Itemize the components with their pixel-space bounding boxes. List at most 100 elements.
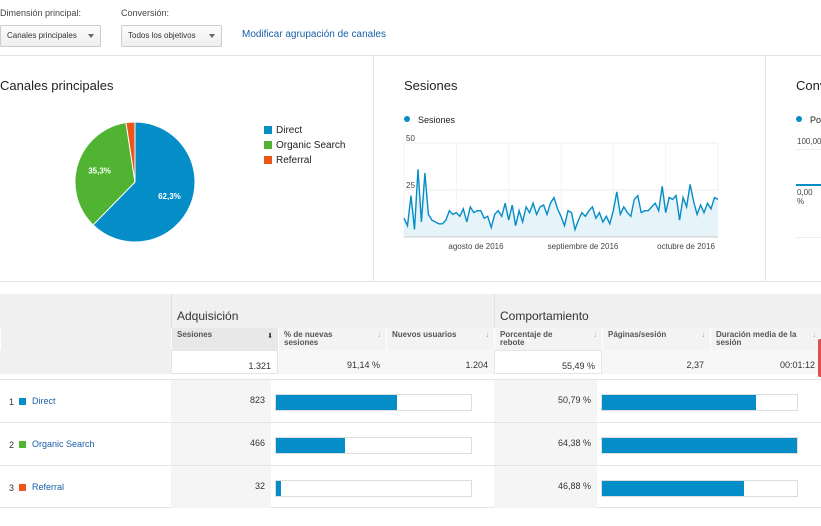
row-channel-link[interactable]: Organic Search — [32, 439, 95, 449]
conv-line — [796, 184, 821, 186]
row-sessions-cell: 466 — [171, 423, 271, 465]
x-tick-label: septiembre de 2016 — [548, 242, 619, 251]
row-color-swatch — [19, 484, 26, 491]
col-sessions[interactable]: Sesiones ⬇ — [171, 328, 278, 350]
sessions-series-line — [403, 169, 719, 233]
dimension-label: Dimensión principal: — [0, 8, 82, 18]
x-tick-label: octubre de 2016 — [657, 242, 715, 251]
row-number: 3 — [9, 483, 15, 493]
panel-divider — [373, 56, 374, 281]
sessions-title: Sesiones — [404, 78, 458, 93]
totals-label-cell — [0, 350, 171, 374]
total-pct-new-value: 91,14 % — [346, 360, 380, 370]
col-bounce[interactable]: Porcentaje de rebote ↓ — [494, 328, 602, 350]
conv-tick-bottom: 0,00 % — [797, 188, 813, 206]
channels-title: Canales principales — [0, 78, 114, 93]
sessions-bar-fill — [276, 395, 398, 410]
row-bounce-value: 46,88 % — [557, 481, 591, 491]
sessions-area — [404, 169, 718, 237]
col-pct-new-label: % de nuevas sesiones — [284, 330, 333, 347]
total-new-users: 1.204 — [386, 350, 494, 374]
pie-slice-organic-search[interactable] — [74, 122, 136, 226]
total-pages: 2,37 — [602, 350, 710, 374]
conversions-legend-dot — [796, 116, 802, 122]
col-duration[interactable]: Duración media de la sesión ↓ — [710, 328, 821, 350]
conversion-dropdown-value: Todos los objetivos — [128, 31, 196, 40]
channels-pie-chart: 62,3% 35,3% — [74, 121, 196, 243]
col-duration-label: Duración media de la sesión — [716, 330, 797, 347]
acquisition-group-header: Adquisición — [171, 294, 494, 328]
legend-organic[interactable]: Organic Search — [264, 140, 345, 151]
bounce-bar-fill — [602, 395, 757, 410]
sessions-bar — [275, 394, 472, 411]
bounce-bar — [601, 394, 798, 411]
sessions-panel: Sesiones Sesiones 50 25 agosto de 2016 sept… — [374, 56, 765, 281]
row-color-swatch — [19, 441, 26, 448]
table-row: 3 Referral 32 46,88 % — [0, 465, 821, 508]
sort-icon: ↓ — [701, 332, 706, 339]
total-pct-new: 91,14 % — [278, 350, 386, 374]
conversions-legend[interactable]: Po — [796, 115, 821, 125]
modify-channel-grouping-link[interactable]: Modificar agrupación de canales — [242, 29, 386, 40]
sessions-legend-label: Sesiones — [418, 115, 456, 125]
referral-swatch — [264, 156, 272, 164]
conversions-legend-label: Po — [810, 115, 821, 125]
bounce-bar-fill — [602, 438, 797, 453]
table-corner — [0, 294, 171, 328]
chevron-down-icon — [209, 34, 215, 38]
sessions-bar-fill — [276, 438, 345, 453]
total-bounce-value: 55,49 % — [561, 361, 595, 371]
pie-slice-referral[interactable] — [125, 121, 136, 183]
behavior-group-header: Comportamiento — [494, 294, 821, 328]
sessions-legend-dot — [404, 116, 410, 122]
row-bounce-cell: 50,79 % — [494, 380, 597, 422]
row-channel-link[interactable]: Referral — [32, 482, 65, 492]
legend-referral[interactable]: Referral — [264, 155, 312, 166]
col-pct-new[interactable]: % de nuevas sesiones ↓ — [278, 328, 386, 350]
chevron-down-icon — [88, 34, 94, 38]
pie-slice-label: 62,3% — [158, 192, 181, 201]
channels-table: Adquisición Comportamiento Sesiones ⬇ % d… — [0, 294, 821, 526]
table-row: 2 Organic Search 466 64,38 % — [0, 422, 821, 465]
bounce-bar-fill — [602, 481, 744, 496]
pie-slice-label: 35,3% — [88, 167, 111, 176]
row-bounce-value: 64,38 % — [557, 438, 591, 448]
pie-slice-direct[interactable] — [92, 121, 196, 243]
legend-direct[interactable]: Direct — [264, 125, 302, 136]
dimension-dropdown[interactable]: Canales principales — [0, 25, 101, 47]
row-bounce-cell: 64,38 % — [494, 423, 597, 465]
dimension-dropdown-value: Canales principales — [7, 31, 77, 40]
channel-column-header — [0, 328, 171, 350]
row-sessions-cell: 32 — [171, 466, 271, 508]
row-sessions-value: 32 — [254, 481, 265, 491]
channels-panel: Canales principales 62,3% 35,3% Direct Or… — [0, 56, 373, 281]
sessions-bar — [275, 437, 472, 454]
col-pages[interactable]: Páginas/sesión ↓ — [602, 328, 710, 350]
sort-icon: ↓ — [377, 332, 382, 339]
panels-bottom-border — [0, 281, 821, 282]
row-number: 1 — [9, 397, 15, 407]
row-bounce-cell: 46,88 % — [494, 466, 597, 508]
sort-icon: ↓ — [485, 332, 490, 339]
feedback-tab[interactable] — [818, 339, 821, 377]
y-tick-label: 50 — [406, 134, 415, 143]
col-new-users[interactable]: Nuevos usuarios ↓ — [386, 328, 494, 350]
total-bounce: 55,49 % — [494, 350, 602, 374]
total-duration: 00:01:12 — [710, 350, 821, 374]
direct-swatch — [264, 126, 272, 134]
sort-icon: ↓ — [593, 332, 598, 339]
organic-swatch — [264, 141, 272, 149]
legend-referral-label: Referral — [276, 155, 312, 166]
total-pages-value: 2,37 — [686, 360, 704, 370]
conversion-dropdown[interactable]: Todos los objetivos — [121, 25, 222, 47]
sort-icon: ↓ — [812, 332, 817, 339]
sort-desc-icon: ⬇ — [267, 333, 273, 340]
sessions-legend[interactable]: Sesiones — [404, 115, 455, 125]
sessions-bar — [275, 480, 472, 497]
table-row: 1 Direct 823 50,79 % — [0, 379, 821, 422]
row-channel-link[interactable]: Direct — [32, 396, 56, 406]
total-new-users-value: 1.204 — [465, 360, 488, 370]
col-pages-label: Páginas/sesión — [608, 330, 667, 339]
total-duration-value: 00:01:12 — [779, 360, 815, 370]
bounce-bar — [601, 437, 798, 454]
